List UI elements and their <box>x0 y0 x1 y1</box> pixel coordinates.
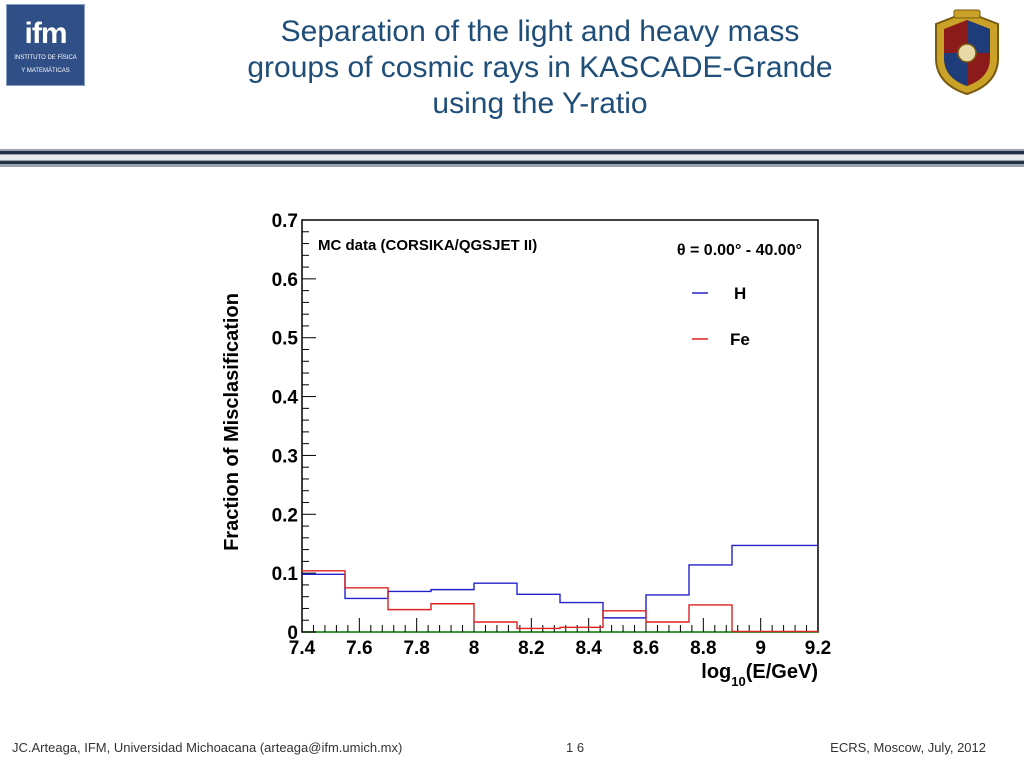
ifm-logo-caption-2: Y MATEMÁTICAS <box>21 68 70 74</box>
x-tick-label: 7.8 <box>403 638 429 659</box>
misclassification-chart: 0 0.1 0.2 0.3 0.4 0.5 0.6 0.7 7.4 7.6 7.8 8 8.2 8.4 8.… <box>221 211 831 689</box>
theta-range-label: θ = 0.00° - 40.00° <box>677 242 802 259</box>
y-tick-label: 0.7 <box>272 211 298 232</box>
header-divider <box>0 149 1024 167</box>
footer-event: ECRS, Moscow, July, 2012 <box>830 740 986 755</box>
ifm-logo: ifm INSTITUTO DE FÍSICA Y MATEMÁTICAS <box>6 4 85 86</box>
plot-frame <box>301 219 819 633</box>
legend-label-fe: Fe <box>730 330 750 349</box>
y-tick-label: 0.1 <box>272 564 299 585</box>
x-tick-label: 7.6 <box>346 638 372 659</box>
x-axis-label-tail: (E/GeV) <box>746 661 818 683</box>
ifm-logo-text: ifm <box>24 17 68 50</box>
title-line-3: using the Y-ratio <box>432 87 648 120</box>
y-axis-label: Fraction of Misclasification <box>221 293 243 551</box>
ifm-logo-caption-1: INSTITUTO DE FÍSICA <box>14 55 77 61</box>
annotation-mc-data: MC data (CORSIKA/QGSJET II) <box>318 237 537 254</box>
university-seal-icon <box>935 9 999 96</box>
y-tick-label: 0.5 <box>272 329 299 350</box>
series-line-fe <box>302 570 818 633</box>
y-tick-label: 0.4 <box>272 388 299 409</box>
title-line-1: Separation of the light and heavy mass <box>280 15 800 48</box>
y-tick-label: 0.6 <box>272 270 298 291</box>
y-tick-label: 0.2 <box>272 505 298 526</box>
x-tick-label: 8.6 <box>633 638 659 659</box>
x-tick-label: 8.2 <box>518 638 544 659</box>
y-tick-label: 0.3 <box>272 446 298 467</box>
page-title: Separation of the light and heavy mass g… <box>170 14 910 122</box>
x-tick-label: 8.8 <box>690 638 716 659</box>
title-line-2: groups of cosmic rays in KASCADE-Grande <box>247 51 833 84</box>
footer-author: JC.Arteaga, IFM, Universidad Michoacana … <box>12 740 403 755</box>
series-line-h <box>302 544 818 619</box>
legend-label-h: H <box>734 284 746 303</box>
x-axis-label-subscript: 10 <box>731 674 745 689</box>
x-tick-label: 8 <box>469 638 480 659</box>
x-axis-label-main: log <box>701 661 731 683</box>
x-tick-label: 9 <box>755 638 766 659</box>
x-tick-label: 9.2 <box>805 638 831 659</box>
y-tick-label: 0 <box>287 623 298 644</box>
page-number: 1 6 <box>566 740 585 755</box>
x-axis-label: log10(E/GeV) <box>701 661 818 689</box>
x-tick-label: 8.4 <box>575 638 602 659</box>
x-tick-label: 7.4 <box>289 638 316 659</box>
